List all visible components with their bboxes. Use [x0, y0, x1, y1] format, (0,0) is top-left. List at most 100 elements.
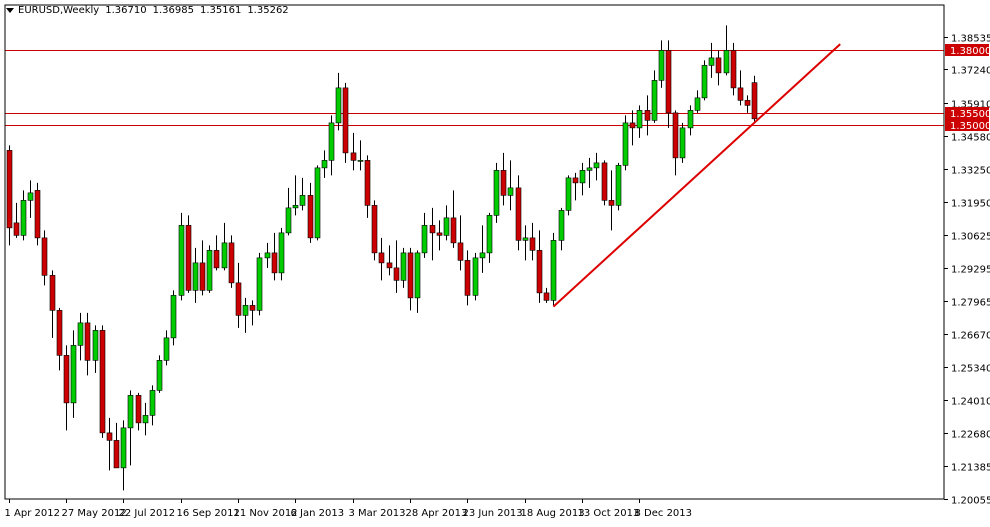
candle — [292, 175, 299, 216]
candle-body — [13, 222, 20, 236]
candle — [608, 170, 615, 231]
x-tick-label: 23 Jun 2013 — [463, 508, 523, 519]
candle — [120, 420, 127, 491]
y-tick-label: 1.20055 — [951, 496, 990, 507]
level-price-box-bg — [945, 44, 989, 56]
dropdown-arrow-icon[interactable] — [6, 7, 14, 13]
candle-body — [142, 415, 149, 424]
candle-body — [156, 360, 163, 391]
candle — [429, 207, 436, 261]
candle — [264, 242, 271, 268]
candle — [199, 240, 206, 296]
candle — [285, 187, 292, 236]
candle — [751, 75, 758, 122]
candle — [579, 162, 586, 196]
y-tick-label: 1.31950 — [951, 199, 990, 210]
candle-body — [429, 225, 436, 234]
candle — [679, 122, 686, 163]
candle — [299, 177, 306, 211]
candle-body — [63, 355, 70, 404]
candle-body — [213, 250, 220, 269]
candle-body — [371, 205, 378, 254]
candle-body — [464, 260, 471, 296]
y-tick-label: 1.25340 — [951, 364, 990, 375]
candle-body — [314, 167, 321, 239]
candle-body — [163, 337, 170, 361]
level-price-box-bg — [945, 107, 989, 119]
candle — [213, 235, 220, 271]
candle — [622, 115, 629, 171]
candle — [20, 190, 27, 241]
candle — [386, 245, 393, 276]
candle-body — [249, 305, 256, 311]
candle-body — [730, 50, 737, 89]
candle-body — [34, 190, 41, 239]
candle-body — [192, 262, 199, 291]
candle-body — [421, 225, 428, 254]
candle-body — [500, 170, 507, 196]
candle-body — [636, 110, 643, 129]
candle-body — [113, 440, 120, 469]
candle-body — [615, 165, 622, 206]
candle-body — [199, 262, 206, 291]
candle-body — [672, 112, 679, 159]
candle — [185, 215, 192, 293]
x-tick-label: 13 Oct 2013 — [578, 508, 640, 519]
candle — [565, 175, 572, 216]
candle-body — [715, 57, 722, 74]
candle — [479, 225, 486, 273]
candle — [77, 312, 84, 361]
x-tick-label: 28 Apr 2013 — [406, 508, 468, 519]
candle-body — [278, 232, 285, 274]
candle — [687, 105, 694, 136]
candle — [278, 227, 285, 281]
candle — [543, 287, 550, 303]
candle — [6, 145, 13, 246]
candle — [156, 355, 163, 393]
candle-body — [565, 177, 572, 211]
level-price-box: 1.35500 — [945, 107, 990, 120]
candle — [149, 385, 156, 426]
candle-body — [228, 242, 235, 284]
y-tick-label: 1.24010 — [951, 397, 990, 408]
candle — [436, 220, 443, 251]
candle-body — [99, 330, 106, 434]
candle-body — [256, 257, 263, 311]
y-tick-label: 1.35910 — [951, 100, 990, 111]
candle — [135, 392, 142, 431]
y-tick-label: 1.34580 — [951, 133, 990, 144]
candle — [522, 225, 529, 261]
candle — [127, 390, 134, 466]
ohlc-open: 1.36710 — [105, 5, 147, 16]
candle-body — [723, 50, 730, 74]
candle-body — [321, 160, 328, 169]
candle — [314, 165, 321, 241]
symbol-timeframe: EURUSD,Weekly — [18, 5, 100, 16]
candle — [601, 160, 608, 206]
candle-body — [558, 210, 565, 241]
candle — [529, 222, 536, 261]
x-tick-label: 3 Mar 2013 — [349, 508, 406, 519]
candle-body — [49, 275, 56, 311]
candle — [737, 70, 744, 106]
level-price-label: 1.35000 — [950, 121, 990, 132]
candle-body — [687, 110, 694, 129]
candle — [701, 60, 708, 101]
candle-body — [106, 432, 113, 441]
candle-body — [450, 217, 457, 244]
candle-body — [221, 242, 228, 269]
candle — [178, 212, 185, 301]
candle-body — [486, 215, 493, 254]
candle-body — [235, 282, 242, 316]
candle — [228, 235, 235, 288]
ohlc-close: 1.35262 — [247, 5, 289, 16]
candle — [84, 312, 91, 376]
y-tick-label: 1.38535 — [951, 34, 990, 45]
candle-body — [493, 170, 500, 216]
x-tick-label: 16 Sep 2012 — [177, 508, 240, 519]
y-tick-label: 1.27965 — [951, 298, 990, 309]
candle-body — [679, 127, 686, 159]
